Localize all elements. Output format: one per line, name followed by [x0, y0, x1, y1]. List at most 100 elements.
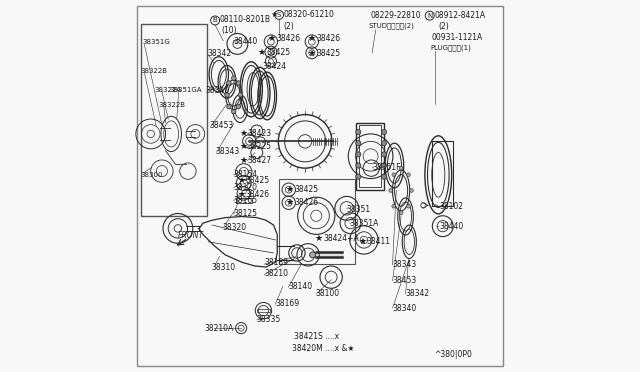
Text: ★: ★ — [239, 129, 247, 138]
Text: 38322B: 38322B — [158, 102, 185, 108]
Text: 38411: 38411 — [367, 237, 390, 246]
Text: 08229-22810: 08229-22810 — [370, 11, 421, 20]
Text: ★: ★ — [271, 10, 278, 19]
Text: 08320-61210: 08320-61210 — [284, 10, 335, 19]
Text: 38140: 38140 — [289, 282, 312, 291]
Text: 38351GA: 38351GA — [170, 87, 202, 93]
Text: 38100: 38100 — [316, 289, 340, 298]
Text: 38342: 38342 — [406, 289, 429, 298]
Text: 38189: 38189 — [264, 258, 288, 267]
Bar — [431, 141, 453, 206]
Circle shape — [232, 76, 236, 80]
Circle shape — [399, 211, 403, 215]
Text: ★: ★ — [239, 142, 247, 151]
Text: 38120: 38120 — [234, 183, 258, 192]
Text: 38426: 38426 — [276, 34, 300, 43]
Text: 38310: 38310 — [211, 263, 236, 272]
Circle shape — [406, 204, 410, 208]
Text: 38453: 38453 — [209, 121, 234, 130]
Circle shape — [389, 189, 392, 192]
Text: 38426: 38426 — [294, 198, 318, 207]
Circle shape — [356, 141, 361, 146]
Text: 38210A: 38210A — [205, 324, 234, 333]
Text: 38426: 38426 — [246, 190, 269, 199]
Text: 08110-8201B: 08110-8201B — [220, 15, 271, 24]
Bar — [356, 123, 385, 190]
Text: 38300: 38300 — [141, 172, 163, 178]
Circle shape — [356, 163, 361, 168]
Text: ★: ★ — [237, 176, 245, 185]
Text: 38351G: 38351G — [143, 39, 170, 45]
Text: 38225: 38225 — [248, 142, 271, 151]
Text: B: B — [212, 17, 218, 23]
Circle shape — [236, 105, 241, 109]
Text: ★: ★ — [285, 198, 294, 207]
Text: 38426: 38426 — [316, 34, 340, 43]
Text: 38421S ....x: 38421S ....x — [294, 332, 339, 341]
Text: 38453: 38453 — [392, 276, 417, 285]
Circle shape — [232, 109, 236, 114]
Text: (10): (10) — [221, 26, 237, 35]
Text: ★: ★ — [314, 234, 323, 243]
Text: 08912-8421A: 08912-8421A — [435, 11, 486, 20]
Text: 38125: 38125 — [234, 209, 258, 218]
Text: STUDスタッド(2): STUDスタッド(2) — [369, 23, 414, 29]
Text: ★: ★ — [358, 237, 366, 246]
Circle shape — [381, 129, 387, 135]
Text: 38322A: 38322A — [154, 87, 182, 93]
Text: 38320: 38320 — [223, 223, 246, 232]
Text: 38440: 38440 — [439, 222, 463, 231]
Circle shape — [227, 81, 231, 85]
Text: ★: ★ — [308, 34, 316, 43]
Text: 38427: 38427 — [248, 156, 271, 165]
Text: ★: ★ — [285, 185, 294, 194]
Circle shape — [238, 93, 243, 97]
Circle shape — [356, 152, 361, 157]
Text: 38440: 38440 — [234, 37, 258, 46]
Circle shape — [381, 152, 387, 157]
Text: ★: ★ — [268, 34, 276, 43]
Circle shape — [410, 189, 413, 192]
Text: (2): (2) — [284, 22, 294, 31]
Circle shape — [392, 173, 396, 177]
Circle shape — [406, 173, 410, 177]
Text: 00931-1121A: 00931-1121A — [431, 33, 483, 42]
Text: 38340: 38340 — [392, 304, 417, 312]
Text: S: S — [277, 12, 281, 18]
Text: 38102: 38102 — [439, 202, 463, 211]
Text: 38343: 38343 — [215, 147, 239, 156]
Text: PLUGプラグ(1): PLUGプラグ(1) — [431, 44, 472, 51]
Text: 38351: 38351 — [347, 205, 371, 214]
Text: 38335: 38335 — [257, 315, 281, 324]
Text: ★: ★ — [257, 48, 266, 57]
Text: 38424+A: 38424+A — [323, 234, 359, 243]
Text: 38351A: 38351A — [349, 219, 378, 228]
Text: 38425: 38425 — [266, 48, 290, 57]
Text: 38424: 38424 — [262, 62, 286, 71]
Text: 38169: 38169 — [275, 299, 300, 308]
Circle shape — [399, 166, 403, 170]
Bar — [257, 309, 270, 312]
Text: ★: ★ — [237, 190, 245, 199]
Circle shape — [310, 252, 316, 258]
Text: FRONT: FRONT — [178, 231, 204, 240]
Text: 38425: 38425 — [316, 49, 340, 58]
Circle shape — [381, 174, 387, 179]
Text: ★: ★ — [239, 156, 247, 165]
Text: 38420M ....x &★: 38420M ....x &★ — [292, 344, 355, 353]
Text: 38343: 38343 — [392, 260, 417, 269]
Text: 38351F: 38351F — [372, 163, 401, 172]
Circle shape — [225, 93, 229, 97]
Text: 38342: 38342 — [207, 49, 232, 58]
Circle shape — [356, 129, 361, 135]
Circle shape — [236, 81, 241, 85]
Bar — [141, 24, 207, 216]
Circle shape — [356, 174, 361, 179]
Circle shape — [381, 163, 387, 168]
Text: (2): (2) — [438, 22, 449, 31]
Text: N: N — [427, 13, 433, 19]
Text: 38165: 38165 — [234, 196, 258, 205]
Bar — [236, 198, 252, 203]
Circle shape — [381, 141, 387, 146]
Text: ★: ★ — [308, 49, 316, 58]
